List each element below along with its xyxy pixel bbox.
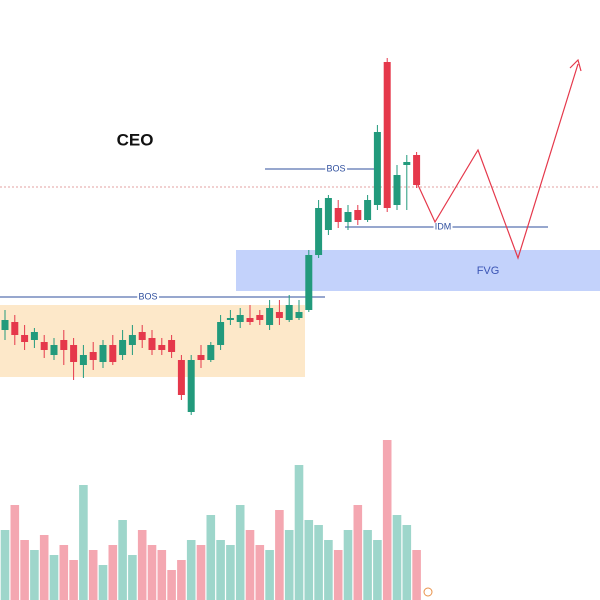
candle-body xyxy=(334,208,342,222)
volume-bar xyxy=(88,550,98,600)
volume-bar xyxy=(216,540,225,600)
ceo-label: CEO xyxy=(117,130,154,149)
volume-bar xyxy=(59,545,69,600)
volume-bar xyxy=(10,505,20,600)
volume-bar xyxy=(265,550,274,600)
volume-bar xyxy=(343,530,353,600)
volume-bar xyxy=(226,545,235,600)
volume-bar xyxy=(147,545,157,600)
volume-bar xyxy=(0,530,10,600)
candle-body xyxy=(70,345,78,362)
candle-body xyxy=(30,332,38,340)
fvg-label: FVG xyxy=(477,265,500,277)
candle-body xyxy=(207,345,215,360)
volume-bar xyxy=(284,530,294,600)
volume-bar xyxy=(235,505,245,600)
volume-bar xyxy=(382,440,392,600)
volume-bar xyxy=(20,540,29,600)
candle-body xyxy=(109,345,117,362)
candle-body xyxy=(324,198,332,230)
candle-body xyxy=(187,360,195,412)
candle-body xyxy=(236,315,244,322)
candle-body xyxy=(413,155,421,185)
volume-bar xyxy=(137,530,147,600)
candle-body xyxy=(315,208,323,255)
candle-body xyxy=(89,352,97,360)
volume-bar xyxy=(324,540,333,600)
volume-bar xyxy=(294,465,304,600)
volume-bar xyxy=(167,570,176,600)
candle-body xyxy=(226,318,234,320)
volume-bar xyxy=(128,555,137,600)
volume-bar xyxy=(157,550,167,600)
volume-bar xyxy=(314,525,323,600)
event-icon xyxy=(423,587,433,597)
candle-body xyxy=(305,255,313,310)
projection-path xyxy=(417,63,579,260)
candle-body xyxy=(1,320,9,330)
candle-body xyxy=(354,210,362,220)
volume-bar xyxy=(79,485,88,600)
volume-bar xyxy=(30,550,39,600)
candle-body xyxy=(403,162,411,165)
candle-body xyxy=(138,332,146,340)
volume-bar xyxy=(69,560,78,600)
candle-body xyxy=(364,200,372,220)
candle-body xyxy=(119,340,127,355)
volume-bar xyxy=(196,545,206,600)
candle-body xyxy=(158,345,166,350)
candle-body xyxy=(168,340,176,352)
volume-bar xyxy=(373,540,382,600)
volume-bar xyxy=(98,565,108,600)
volume-bar xyxy=(333,550,343,600)
volume-bar xyxy=(206,515,216,600)
candle-body xyxy=(197,355,205,360)
volume-bar xyxy=(177,560,186,600)
volume-bar xyxy=(108,545,118,600)
candle-body xyxy=(217,322,225,345)
volume-bar xyxy=(363,530,372,600)
fvg-zone xyxy=(236,250,600,291)
candle-body xyxy=(373,132,381,205)
candle-body xyxy=(148,338,156,350)
candle-body xyxy=(285,305,293,320)
volume-bar xyxy=(186,540,196,600)
volume-bar xyxy=(118,520,127,600)
candle-body xyxy=(383,62,391,208)
candle-body xyxy=(50,345,58,355)
candle-body xyxy=(11,322,19,335)
volume-bar xyxy=(412,550,421,600)
volume-bar xyxy=(245,530,255,600)
candle-body xyxy=(393,175,401,205)
candle-body xyxy=(177,360,185,395)
candle-body xyxy=(266,308,274,325)
candle-body xyxy=(60,340,68,350)
candle-body xyxy=(295,312,303,318)
volume-bar xyxy=(39,535,49,600)
candle-body xyxy=(246,318,254,322)
candle-body xyxy=(344,212,352,222)
volume-bar xyxy=(255,545,265,600)
candle-body xyxy=(21,335,29,342)
volume-bar xyxy=(275,510,284,600)
candle-body xyxy=(40,342,48,350)
candle-body xyxy=(128,335,136,345)
volume-bar xyxy=(49,555,59,600)
volume-bar xyxy=(304,520,314,600)
volume-bar xyxy=(392,515,402,600)
idm-label: IDM xyxy=(435,221,452,231)
volume-bar xyxy=(402,525,412,600)
bos-label: BOS xyxy=(326,163,345,173)
volume-bar xyxy=(353,505,363,600)
candle-body xyxy=(79,355,87,365)
candle-body xyxy=(99,345,107,362)
candle-body xyxy=(275,312,283,318)
projection-arrow xyxy=(569,58,582,72)
candle-body xyxy=(256,315,264,320)
bos-label: BOS xyxy=(138,291,157,301)
